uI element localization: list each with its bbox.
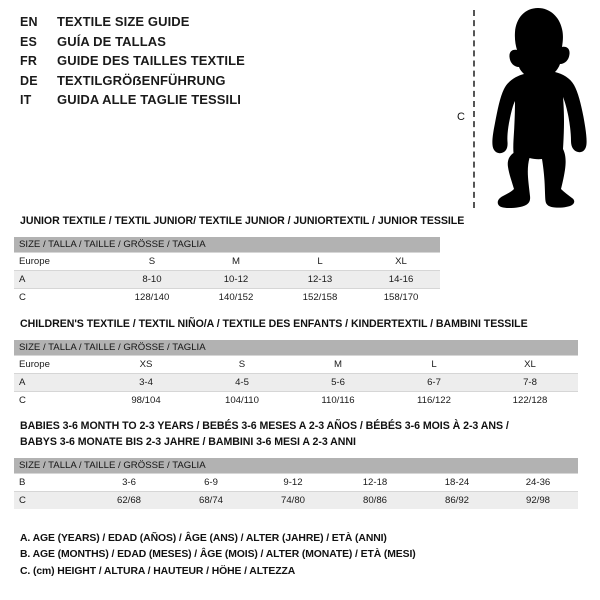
language-title-fr: GUIDE DES TAILLES TEXTILE [57,53,245,68]
children-row-label-europe: Europe [14,355,98,374]
junior-size-l: L [278,252,362,271]
children-age-xs: 3-4 [98,373,194,392]
children-band-label: SIZE / TALLA / TAILLE / GRÖSSE / TAGLIA [14,340,578,356]
language-title-en: TEXTILE SIZE GUIDE [57,14,190,29]
babies-months-4: 12-18 [334,473,416,492]
language-row-en: EN TEXTILE SIZE GUIDE [20,14,440,34]
babies-height-3: 74/80 [252,491,334,509]
junior-height-m: 140/152 [194,288,278,306]
legend-line-c: C. (cm) HEIGHT / ALTURA / HAUTEUR / HÖHE… [20,565,296,577]
children-size-table: SIZE / TALLA / TAILLE / GRÖSSE / TAGLIA … [14,340,578,409]
babies-height-1: 62/68 [88,491,170,509]
babies-months-5: 18-24 [416,473,498,492]
junior-size-xl: XL [362,252,441,271]
junior-age-l: 12-13 [278,270,362,289]
children-height-xl: 122/128 [482,391,578,409]
junior-height-l: 152/158 [278,288,362,306]
babies-months-6: 24-36 [498,473,578,492]
children-row-label-a: A [14,373,98,392]
children-row-label-c: C [14,391,98,409]
babies-row-label-b: B [14,473,88,492]
table-row: B 3-6 6-9 9-12 12-18 18-24 24-36 [14,473,578,492]
children-age-l: 6-7 [386,373,482,392]
height-dashed-line [473,10,475,208]
children-size-xl: XL [482,355,578,374]
language-row-fr: FR GUIDE DES TAILLES TEXTILE [20,53,440,73]
junior-band-label: SIZE / TALLA / TAILLE / GRÖSSE / TAGLIA [14,237,441,253]
language-code-fr: FR [20,54,38,68]
table-row: C 62/68 68/74 74/80 80/86 86/92 92/98 [14,491,578,509]
language-row-it: IT GUIDA ALLE TAGLIE TESSILI [20,92,440,112]
children-size-m: M [290,355,386,374]
children-height-xs: 98/104 [98,391,194,409]
junior-size-table: SIZE / TALLA / TAILLE / GRÖSSE / TAGLIA … [14,237,441,306]
children-age-s: 4-5 [194,373,290,392]
table-row: Europe XS S M L XL [14,355,578,374]
height-measure-label: C [457,111,465,123]
language-code-de: DE [20,73,38,88]
children-section-heading: CHILDREN'S TEXTILE / TEXTIL NIÑO/A / TEX… [20,318,528,330]
junior-age-m: 10-12 [194,270,278,289]
babies-height-6: 92/98 [498,491,578,509]
junior-row-label-c: C [14,288,110,306]
children-table-band-row: SIZE / TALLA / TAILLE / GRÖSSE / TAGLIA [14,340,578,356]
children-size-xs: XS [98,355,194,374]
junior-size-m: M [194,252,278,271]
table-row: Europe S M L XL [14,252,441,271]
language-title-list: EN TEXTILE SIZE GUIDE ES GUÍA DE TALLAS … [20,14,440,112]
language-title-it: GUIDA ALLE TAGLIE TESSILI [57,92,242,107]
children-age-xl: 7-8 [482,373,578,392]
babies-size-table: SIZE / TALLA / TAILLE / GRÖSSE / TAGLIA … [14,458,578,509]
language-row-es: ES GUÍA DE TALLAS [20,34,440,54]
junior-height-xl: 158/170 [362,288,441,306]
table-row: C 128/140 140/152 152/158 158/170 [14,288,441,306]
toddler-silhouette-icon [492,8,587,208]
children-height-l: 116/122 [386,391,482,409]
babies-months-2: 6-9 [170,473,252,492]
junior-size-s: S [110,252,194,271]
babies-section-heading: BABIES 3-6 MONTH TO 2-3 YEARS / BEBÉS 3-… [20,419,540,450]
legend-block: A. AGE (YEARS) / EDAD (AÑOS) / ÂGE (ANS)… [20,531,416,580]
junior-table-band-row: SIZE / TALLA / TAILLE / GRÖSSE / TAGLIA [14,237,441,253]
babies-height-5: 86/92 [416,491,498,509]
table-row: C 98/104 104/110 110/116 116/122 122/128 [14,391,578,409]
children-height-m: 110/116 [290,391,386,409]
babies-height-2: 68/74 [170,491,252,509]
language-code-it: IT [20,93,32,107]
junior-age-xl: 14-16 [362,270,441,289]
children-height-s: 104/110 [194,391,290,409]
language-title-es: GUÍA DE TALLAS [57,33,167,49]
junior-row-label-a: A [14,270,110,289]
language-code-es: ES [20,34,38,49]
babies-band-label: SIZE / TALLA / TAILLE / GRÖSSE / TAGLIA [14,458,578,474]
babies-height-4: 80/86 [334,491,416,509]
language-title-de: TEXTILGRÖẞENFÜHRUNG [57,72,226,88]
babies-heading-line-1: BABIES 3-6 MONTH TO 2-3 YEARS / BEBÉS 3-… [20,420,509,432]
children-size-s: S [194,355,290,374]
legend-line-a: A. AGE (YEARS) / EDAD (AÑOS) / ÂGE (ANS)… [20,533,387,544]
language-code-en: EN [20,15,38,29]
babies-months-1: 3-6 [88,473,170,492]
junior-row-label-europe: Europe [14,252,110,271]
children-age-m: 5-6 [290,373,386,392]
junior-height-s: 128/140 [110,288,194,306]
junior-age-s: 8-10 [110,270,194,289]
table-row: A 3-4 4-5 5-6 6-7 7-8 [14,373,578,392]
babies-table-band-row: SIZE / TALLA / TAILLE / GRÖSSE / TAGLIA [14,458,578,474]
table-row: A 8-10 10-12 12-13 14-16 [14,270,441,289]
language-row-de: DE TEXTILGRÖẞENFÜHRUNG [20,73,440,93]
height-measure-figure: C [445,6,595,211]
babies-heading-line-2: BABYS 3-6 MONATE BIS 2-3 JAHRE / BAMBINI… [20,435,356,448]
junior-section-heading: JUNIOR TEXTILE / TEXTIL JUNIOR/ TEXTILE … [20,215,465,227]
babies-row-label-c: C [14,491,88,509]
babies-months-3: 9-12 [252,473,334,492]
children-size-l: L [386,355,482,374]
legend-line-b: B. AGE (MONTHS) / EDAD (MESES) / ÂGE (MO… [20,549,416,561]
